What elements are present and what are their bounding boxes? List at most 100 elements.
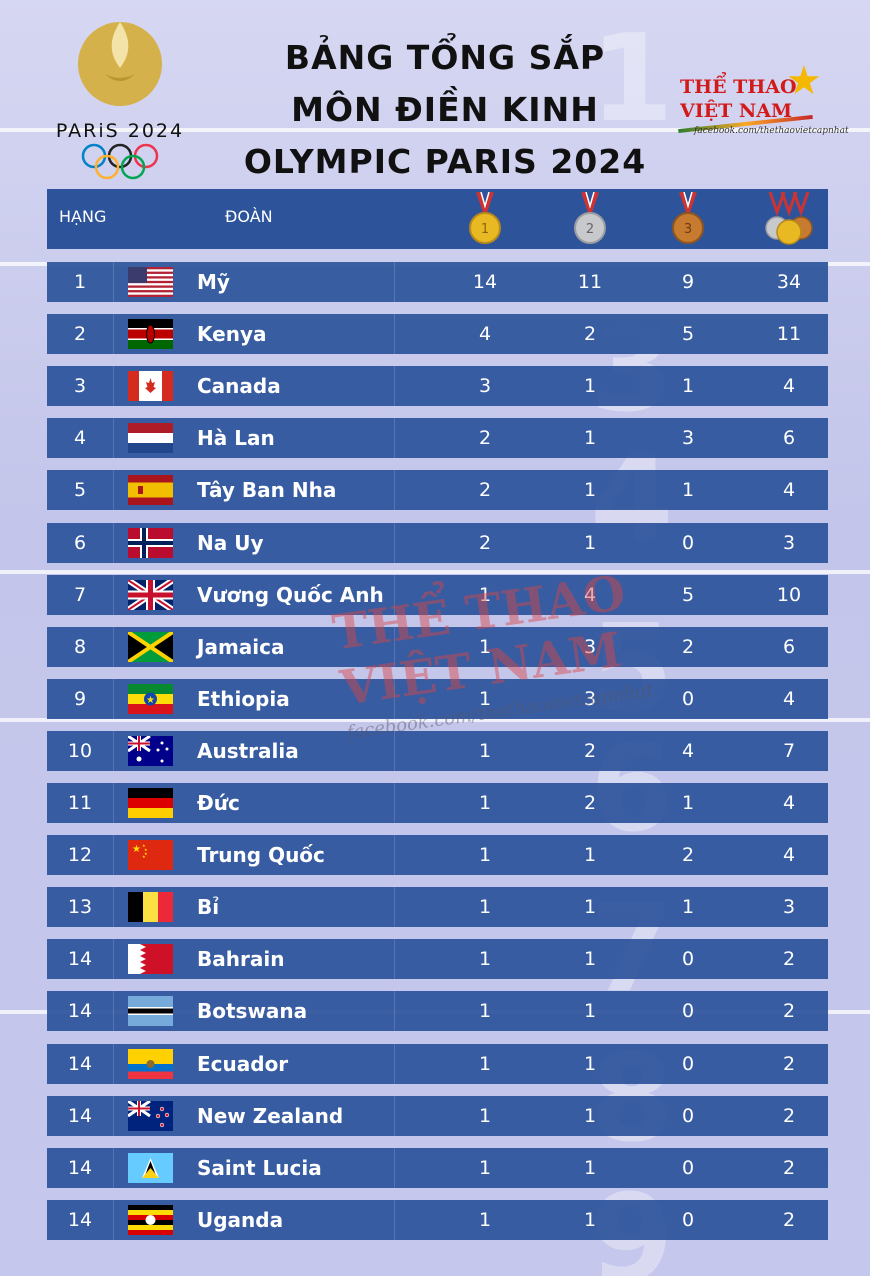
bronze-count-cell: 0	[681, 688, 695, 710]
header-team: ĐOÀN	[225, 207, 273, 226]
total-count-cell: 4	[782, 792, 796, 814]
table-row: 9 ★ Ethiopia 1 3 0 4	[47, 679, 828, 719]
rank-cell: 9	[73, 688, 87, 710]
total-count-cell: 10	[776, 584, 802, 606]
bronze-count-cell: 0	[681, 1053, 695, 1075]
team-name-cell: Tây Ban Nha	[197, 478, 337, 502]
team-name-cell: Kenya	[197, 322, 267, 346]
total-medals-icon	[765, 192, 813, 245]
rank-cell: 6	[73, 532, 87, 554]
silver-count-cell: 1	[583, 532, 597, 554]
table-row: 14 New Zealand 1 1 0 2	[47, 1096, 828, 1136]
new-zealand-flag-icon	[128, 1101, 173, 1131]
svg-text:1: 1	[481, 222, 489, 237]
cell-divider	[394, 575, 395, 615]
usa-flag-icon	[128, 267, 173, 297]
cell-divider	[113, 470, 114, 510]
total-count-cell: 11	[776, 323, 802, 345]
page-title: BẢNG TỔNG SẮP MÔN ĐIỀN KINH OLYMPIC PARI…	[200, 32, 690, 188]
total-count-cell: 2	[782, 1105, 796, 1127]
table-row: 14 Ecuador 1 1 0 2	[47, 1044, 828, 1084]
table-row: 13 Bỉ 1 1 1 3	[47, 887, 828, 927]
uganda-flag-icon	[128, 1205, 173, 1235]
ecuador-flag-icon	[128, 1049, 173, 1079]
belgium-flag-icon	[128, 892, 173, 922]
silver-count-cell: 1	[583, 844, 597, 866]
table-row: 8 Jamaica 1 3 2 6	[47, 627, 828, 667]
silver-count-cell: 1	[583, 1053, 597, 1075]
gold-count-cell: 1	[478, 1105, 492, 1127]
bronze-count-cell: 1	[681, 479, 695, 501]
table-row: 4 Hà Lan 2 1 3 6	[47, 418, 828, 458]
table-row: 1 Mỹ 14 11 9 34	[47, 262, 828, 302]
rank-cell: 14	[67, 1000, 93, 1022]
rank-cell: 14	[67, 1157, 93, 1179]
bronze-count-cell: 5	[681, 323, 695, 345]
total-count-cell: 4	[782, 688, 796, 710]
gold-count-cell: 2	[478, 532, 492, 554]
svg-text:★: ★	[144, 851, 148, 856]
bronze-count-cell: 1	[681, 792, 695, 814]
brand-line-2: VIỆT NAM	[680, 100, 793, 122]
rank-cell: 2	[73, 323, 87, 345]
bronze-count-cell: 0	[681, 1105, 695, 1127]
total-count-cell: 6	[782, 636, 796, 658]
team-name-cell: Vương Quốc Anh	[197, 583, 384, 607]
cell-divider	[113, 1148, 114, 1188]
team-name-cell: Uganda	[197, 1208, 284, 1232]
silver-count-cell: 2	[583, 323, 597, 345]
rank-cell: 12	[67, 844, 93, 866]
svg-text:2: 2	[586, 222, 594, 237]
bronze-count-cell: 0	[681, 1157, 695, 1179]
cell-divider	[394, 523, 395, 563]
bronze-count-cell: 0	[681, 1000, 695, 1022]
total-count-cell: 2	[782, 1157, 796, 1179]
silver-count-cell: 1	[583, 1209, 597, 1231]
jamaica-flag-icon	[128, 632, 173, 662]
gold-count-cell: 1	[478, 844, 492, 866]
team-name-cell: New Zealand	[197, 1104, 344, 1128]
bronze-count-cell: 1	[681, 896, 695, 918]
svg-text:3: 3	[684, 222, 692, 237]
cell-divider	[113, 523, 114, 563]
the-thao-viet-nam-logo: ★ THỂ THAO VIỆT NAM facebook.com/thethao…	[676, 58, 849, 142]
team-name-cell: Trung Quốc	[197, 843, 325, 867]
table-row: 14 Uganda 1 1 0 2	[47, 1200, 828, 1240]
total-count-cell: 4	[782, 375, 796, 397]
rank-cell: 4	[73, 427, 87, 449]
gold-count-cell: 1	[478, 1053, 492, 1075]
gold-count-cell: 1	[478, 948, 492, 970]
rank-cell: 10	[67, 740, 93, 762]
rank-cell: 13	[67, 896, 93, 918]
team-name-cell: Mỹ	[197, 270, 230, 294]
total-count-cell: 7	[782, 740, 796, 762]
gold-count-cell: 1	[478, 740, 492, 762]
table-header: HẠNG ĐOÀN 1 2 3	[47, 189, 828, 249]
header-rank: HẠNG	[59, 207, 107, 226]
team-name-cell: Botswana	[197, 999, 308, 1023]
total-count-cell: 3	[782, 896, 796, 918]
bronze-count-cell: 5	[681, 584, 695, 606]
saint-lucia-flag-icon	[128, 1153, 173, 1183]
gold-count-cell: 4	[478, 323, 492, 345]
australia-flag-icon	[128, 736, 173, 766]
cell-divider	[113, 366, 114, 406]
svg-text:★: ★	[144, 847, 148, 852]
brand-facebook-url: facebook.com/thethaovietcapnhat	[694, 126, 849, 136]
team-name-cell: Saint Lucia	[197, 1156, 322, 1180]
silver-medal-icon: 2	[574, 192, 606, 244]
silver-count-cell: 2	[583, 740, 597, 762]
gold-count-cell: 1	[478, 688, 492, 710]
olympic-rings-icon	[81, 143, 159, 180]
total-count-cell: 2	[782, 948, 796, 970]
table-row: 3 Canada 3 1 1 4	[47, 366, 828, 406]
silver-count-cell: 1	[583, 479, 597, 501]
total-count-cell: 6	[782, 427, 796, 449]
germany-flag-icon	[128, 788, 173, 818]
bronze-count-cell: 0	[681, 948, 695, 970]
bronze-count-cell: 1	[681, 375, 695, 397]
gold-count-cell: 2	[478, 479, 492, 501]
cell-divider	[394, 627, 395, 667]
team-name-cell: Na Uy	[197, 531, 264, 555]
cell-divider	[394, 366, 395, 406]
